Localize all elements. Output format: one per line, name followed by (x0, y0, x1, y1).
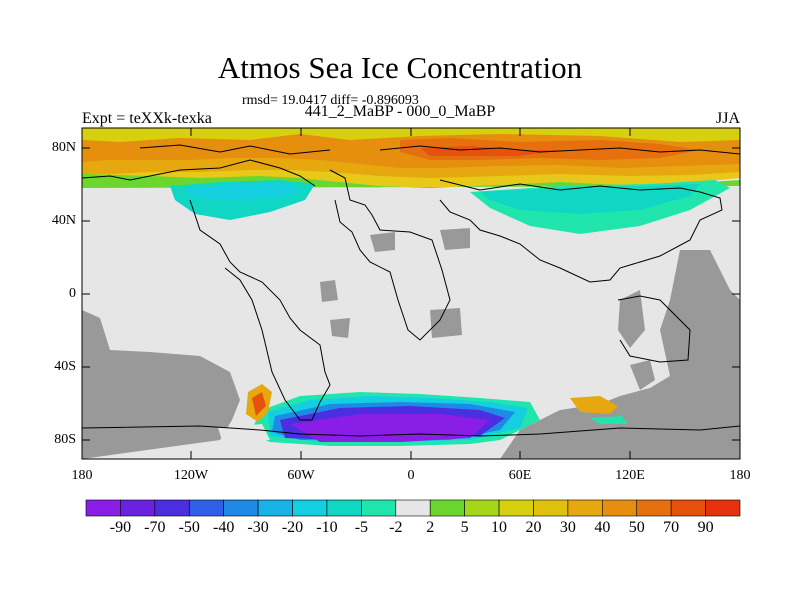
stats-label: rmsd= 19.0417 diff= -0.896093 (242, 93, 419, 108)
colorbar-swatch (533, 499, 569, 517)
x-tick-label: 180 (71, 468, 93, 483)
colorbar-label: 90 (697, 519, 714, 536)
period-label: 441_2_MaBP - 000_0_MaBP (304, 103, 496, 120)
x-tick-label: 60E (508, 468, 532, 483)
x-ticks (190, 128, 631, 459)
land-southeast (500, 250, 740, 459)
colorbar-label: 40 (594, 519, 611, 536)
colorbar-swatch (326, 499, 362, 517)
x-tick-label: 180 (729, 468, 751, 483)
x-tick-label: 60W (287, 468, 315, 483)
north-pacific-negative-core (480, 184, 700, 214)
y-tick-label: 80N (51, 140, 76, 155)
land-patch-south-america (320, 280, 338, 302)
colorbar-swatch (361, 499, 397, 517)
land-patch-africa-north (370, 232, 395, 252)
north-atlantic-negative-core (185, 184, 300, 200)
colorbar-swatch (188, 499, 224, 517)
colorbar-swatch (670, 499, 706, 517)
colorbar-swatch (257, 499, 293, 517)
colorbar-swatch (636, 499, 672, 517)
colorbar-label: 20 (525, 519, 542, 536)
y-tick-label: 40S (54, 359, 76, 374)
x-tick-label: 0 (407, 468, 415, 483)
colorbar-label: 30 (559, 519, 576, 536)
colorbar-swatch (567, 499, 603, 517)
colorbar-swatch (705, 499, 741, 517)
south-negative-patch-east (590, 416, 628, 424)
x-tick-label: 120E (615, 468, 645, 483)
map-title: Atmos Sea Ice Concentration (217, 50, 583, 85)
colorbar-label: -30 (247, 519, 269, 536)
colorbar (85, 499, 741, 517)
land-patch-australia (618, 290, 645, 348)
colorbar-swatch (429, 499, 465, 517)
land-patch-africa-south (430, 308, 462, 338)
experiment-label: Expt = teXXk-texka (82, 110, 212, 127)
y-tick-label: 40N (51, 213, 76, 228)
colorbar-label: -40 (213, 519, 235, 536)
arctic-band-90 (420, 146, 560, 156)
x-tick-label: 120W (173, 468, 209, 483)
colorbar-label: -5 (354, 519, 369, 536)
coastlines (82, 144, 740, 437)
colorbar-label: -20 (281, 519, 304, 536)
south-positive-patch-west-core (252, 392, 266, 416)
colorbar-label: -90 (109, 519, 132, 536)
colorbar-label: -70 (144, 519, 166, 536)
colorbar-swatch (120, 499, 156, 517)
y-tick-label: 0 (69, 286, 76, 301)
land-patch-brazil (330, 318, 350, 338)
colorbar-swatch (602, 499, 638, 517)
y-ticks (82, 147, 740, 441)
season-label: JJA (715, 110, 740, 127)
y-tick-label: 80S (54, 432, 76, 447)
colorbar-label: 50 (628, 519, 645, 536)
map-field (82, 128, 740, 459)
colorbar-swatch (395, 499, 431, 517)
colorbar-label: -10 (316, 519, 338, 536)
colorbar-swatch (223, 499, 259, 517)
colorbar-label: 2 (426, 519, 435, 536)
land-patch-small (630, 360, 655, 390)
south-positive-patch-east (570, 396, 618, 414)
colorbar-swatch (85, 499, 121, 517)
colorbar-label: 70 (663, 519, 680, 536)
land-southwest (82, 310, 240, 459)
colorbar-label: 5 (460, 519, 469, 536)
colorbar-swatch (464, 499, 500, 517)
colorbar-label: -2 (389, 519, 403, 536)
colorbar-swatch (292, 499, 328, 517)
colorbar-label: -50 (178, 519, 200, 536)
land-patch-asia (440, 228, 470, 250)
colorbar-label: 10 (491, 519, 508, 536)
colorbar-swatch (498, 499, 534, 517)
colorbar-swatch (154, 499, 190, 517)
